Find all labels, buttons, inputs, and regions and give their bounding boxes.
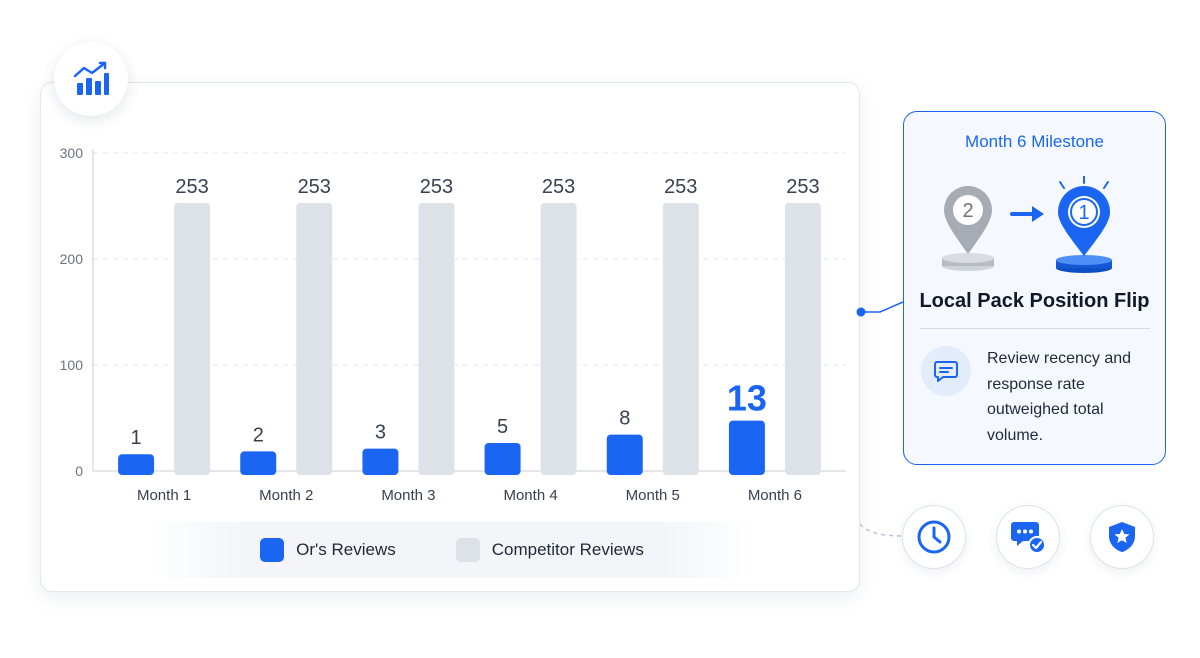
data-label-or-reviews: 3 [375, 422, 386, 444]
data-label-or-reviews: 2 [253, 424, 264, 446]
y-tick-label: 0 [75, 463, 83, 479]
bar-or-reviews [606, 434, 643, 475]
x-tick-label: Month 5 [626, 487, 680, 504]
clock-icon [917, 520, 951, 554]
trending-bar-chart-icon [73, 61, 109, 95]
bar-competitor-reviews [174, 202, 211, 475]
chart-legend: Or's Reviews Competitor Reviews [152, 522, 752, 578]
chart-card: 0 100 200 300 1 253 Month 1 2 253 Month 2 3 253 Mont… [40, 82, 860, 592]
legend-swatch-or-reviews [260, 538, 285, 562]
milestone-title: Month 6 Milestone [965, 132, 1104, 151]
shield-star-icon [1109, 522, 1135, 552]
legend-label-or-reviews: Or's Reviews [296, 540, 396, 559]
y-tick-label: 300 [60, 145, 84, 161]
feature-icon-clock [902, 505, 966, 569]
bar-chart: 0 100 200 300 1 253 Month 1 2 253 Month 2 3 253 Mont… [60, 145, 846, 504]
chat-check-icon [1011, 522, 1046, 554]
chart-badge [54, 42, 128, 116]
bar-or-reviews [118, 454, 155, 475]
bar-competitor-reviews [418, 202, 455, 475]
milestone-note-icon-wrap [921, 346, 971, 396]
bar-competitor-reviews [662, 202, 699, 475]
connector-lines [856, 301, 904, 537]
data-label-competitor-reviews: 253 [786, 176, 819, 198]
data-label-competitor-reviews: 253 [175, 176, 208, 198]
data-label-or-reviews: 5 [497, 416, 508, 438]
data-label-or-reviews: 13 [727, 378, 767, 419]
rank-1-pin-icon: 1 [1056, 176, 1112, 273]
legend-label-competitor-reviews: Competitor Reviews [491, 540, 644, 559]
bar-competitor-reviews [296, 202, 333, 475]
arrow-right-icon [1010, 206, 1044, 222]
y-tick-label: 200 [60, 251, 84, 267]
legend-item-competitor-reviews: Competitor Reviews [455, 538, 644, 562]
milestone-divider [920, 328, 1150, 329]
x-tick-label: Month 4 [503, 487, 557, 504]
chat-bubble-icon [934, 361, 958, 382]
x-tick-label: Month 2 [259, 487, 313, 504]
data-label-competitor-reviews: 253 [298, 176, 331, 198]
milestone-note: Review recency and response rate outweig… [987, 350, 1132, 444]
bar-or-reviews [484, 443, 521, 475]
bar-or-reviews [362, 448, 399, 475]
data-label-competitor-reviews: 253 [664, 176, 697, 198]
rank-2-pin-icon: 2 [942, 186, 994, 271]
x-tick-label: Month 3 [381, 487, 435, 504]
data-label-or-reviews: 8 [619, 408, 630, 430]
rank-flip-graphic: 2 1 [942, 176, 1112, 273]
data-label-competitor-reviews: 253 [542, 176, 575, 198]
x-tick-label: Month 1 [137, 487, 191, 504]
data-label-or-reviews: 1 [131, 427, 142, 449]
x-tick-label: Month 6 [748, 487, 802, 504]
rank-1-label: 1 [1078, 202, 1089, 224]
data-label-competitor-reviews: 253 [420, 176, 453, 198]
feature-icon-shield-star [1090, 505, 1154, 569]
bar-or-reviews [240, 451, 277, 475]
legend-swatch-competitor-reviews [455, 538, 480, 562]
feature-icon-chat-check [996, 505, 1060, 569]
rank-2-label: 2 [962, 200, 973, 222]
bar-competitor-reviews [540, 202, 577, 475]
milestone-heading: Local Pack Position Flip [919, 290, 1150, 312]
bar-or-reviews [728, 420, 765, 475]
bar-competitor-reviews [784, 202, 821, 475]
legend-item-or-reviews: Or's Reviews [260, 538, 396, 562]
milestone-card: Month 6 Milestone 2 1 Local Pack Pos [903, 111, 1166, 465]
y-tick-label: 100 [60, 357, 84, 373]
